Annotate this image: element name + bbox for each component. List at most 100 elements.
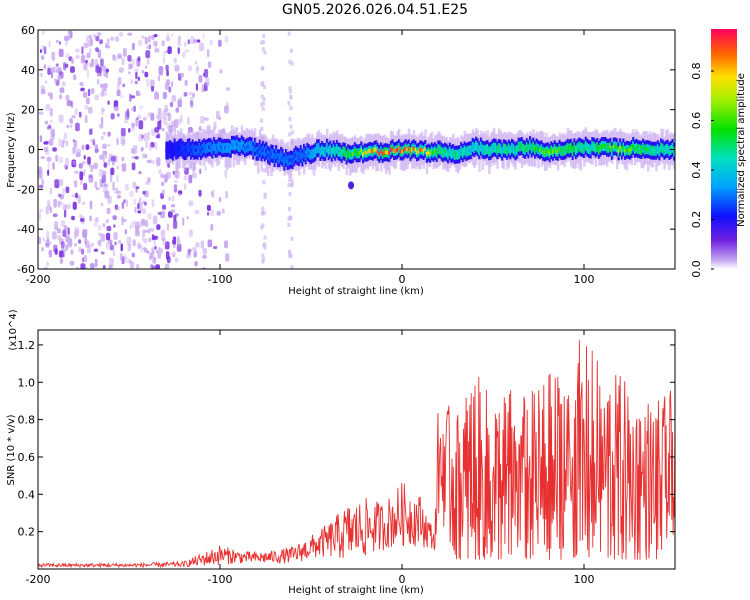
noise-cell xyxy=(144,229,149,233)
noise-cell xyxy=(44,120,49,125)
ridge-cell xyxy=(617,149,620,154)
noise-cell xyxy=(94,258,98,268)
ridge-cell xyxy=(648,147,652,152)
ridge-cell xyxy=(180,145,183,150)
ridge-cell xyxy=(208,145,211,149)
y-tick-label: -60 xyxy=(17,263,35,276)
ridge-cell xyxy=(402,148,406,153)
ridge-cell xyxy=(380,149,383,154)
noise-cell xyxy=(120,243,123,252)
noise-cell xyxy=(58,193,62,198)
noise-cell xyxy=(175,257,179,263)
ridge-cell xyxy=(252,148,255,153)
ridge-cell xyxy=(216,146,219,151)
noise-cell xyxy=(162,204,167,210)
noise-cell xyxy=(138,171,142,175)
noise-cell xyxy=(55,64,60,71)
ridge-cell xyxy=(579,145,583,150)
ridge-cell xyxy=(389,148,393,153)
noise-cell xyxy=(63,132,68,140)
ridge-cell xyxy=(199,148,203,153)
noise-cell xyxy=(62,187,65,196)
noise-cell xyxy=(138,221,144,228)
noise-cell xyxy=(102,150,107,159)
noise-cell xyxy=(138,39,143,46)
ridge-cell xyxy=(506,148,509,153)
ridge-cell xyxy=(488,149,491,154)
noise-cell xyxy=(114,241,117,246)
noise-cell xyxy=(112,215,117,220)
noise-cell xyxy=(178,193,181,197)
snr-panel: -200 -100 0 100 1.2 1.0 0.8 0.6 0.4 0.2 Height o… xyxy=(6,309,676,596)
noise-cell xyxy=(81,144,85,151)
noise-cell xyxy=(179,114,183,123)
ridge-cell xyxy=(324,149,327,154)
noise-cell xyxy=(102,131,107,136)
noise-cell xyxy=(47,199,51,207)
noise-cell xyxy=(118,240,122,244)
noise-cell xyxy=(136,92,142,96)
noise-cell xyxy=(65,244,69,251)
colorbar-gradient xyxy=(711,29,737,269)
noise-cell xyxy=(59,94,63,100)
noise-cell xyxy=(66,100,72,107)
noise-cell xyxy=(122,83,126,88)
noise-cell xyxy=(288,254,292,259)
noise-cell xyxy=(121,216,124,226)
noise-cell xyxy=(131,252,135,258)
colorbar-tick-label: 0.0 xyxy=(690,260,703,278)
noise-cell xyxy=(58,179,64,187)
noise-cell xyxy=(124,111,130,120)
noise-cell xyxy=(262,180,266,185)
ridge-cell xyxy=(312,151,316,156)
noise-cell xyxy=(141,69,145,74)
noise-cell xyxy=(83,155,86,160)
noise-cell xyxy=(121,138,126,146)
noise-cell xyxy=(134,80,138,85)
noise-cell xyxy=(162,240,167,246)
ridge-cell xyxy=(306,149,309,154)
ridge-cell xyxy=(381,151,385,156)
ridge-cell xyxy=(651,148,655,153)
noise-cell xyxy=(48,251,53,255)
ridge-cell xyxy=(450,152,453,156)
noise-cell xyxy=(39,208,44,213)
colorbar-tick-label: 0.6 xyxy=(690,112,703,129)
noise-cell xyxy=(101,116,104,126)
ridge-cell xyxy=(217,144,221,149)
ridge-cell xyxy=(548,151,552,156)
noise-cell xyxy=(90,139,95,143)
noise-cell xyxy=(75,122,80,132)
noise-cell xyxy=(47,161,50,169)
spectrogram-ylabel: Frequency (Hz) xyxy=(6,112,17,188)
noise-cell xyxy=(159,69,163,77)
ridge-cell xyxy=(558,146,561,151)
ridge-cell xyxy=(619,145,622,150)
ridge-cell xyxy=(401,149,404,154)
noise-cell xyxy=(87,88,91,97)
noise-cell xyxy=(59,87,65,93)
noise-cell xyxy=(156,133,161,139)
noise-cell xyxy=(202,247,207,255)
noise-cell xyxy=(44,80,48,84)
ridge-cell xyxy=(461,151,465,156)
ridge-cell xyxy=(574,148,578,153)
noise-cell xyxy=(290,130,294,135)
noise-cell xyxy=(173,180,178,184)
ridge-cell xyxy=(386,150,389,155)
noise-cell xyxy=(143,201,147,206)
ridge-cell xyxy=(596,145,599,149)
noise-cell xyxy=(115,205,120,211)
noise-cell xyxy=(88,40,91,48)
noise-cell xyxy=(129,93,132,102)
noise-cell xyxy=(218,39,222,47)
noise-cell xyxy=(142,236,145,242)
noise-cell xyxy=(74,108,79,116)
noise-cell xyxy=(123,254,127,259)
ridge-cell xyxy=(194,148,198,152)
ridge-cell xyxy=(538,148,542,153)
colorbar-tick-label: 0.8 xyxy=(690,62,703,80)
noise-cell xyxy=(160,210,166,219)
ridge-cell xyxy=(289,157,293,162)
noise-cell xyxy=(176,235,180,244)
